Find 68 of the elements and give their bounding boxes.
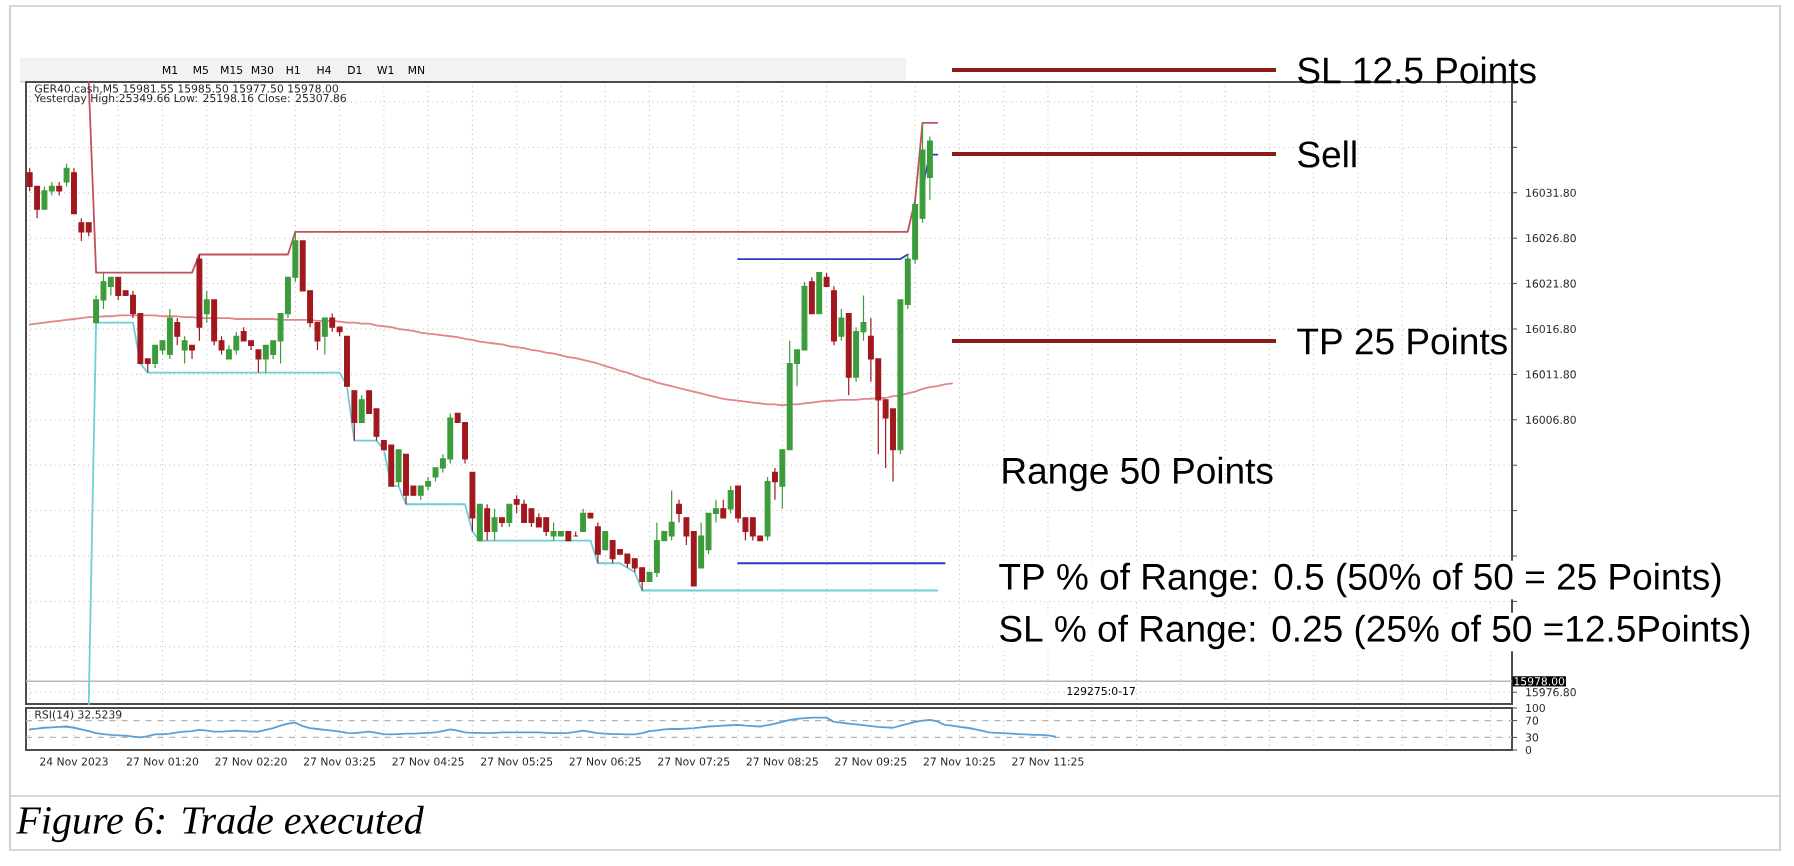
candlestick: [85, 222, 92, 237]
candlestick: [115, 276, 122, 301]
candlestick: [203, 290, 210, 324]
candlestick: [166, 308, 173, 360]
candlestick: [462, 421, 468, 464]
candlestick: [484, 503, 491, 542]
candlestick: [580, 508, 587, 533]
candlestick: [558, 530, 564, 537]
candlestick: [653, 521, 660, 578]
candlestick: [152, 344, 159, 369]
candlestick: [749, 517, 756, 542]
annotation: TP % of Range: 0.5 (50% of 50 = 25 Points): [999, 562, 1721, 598]
candlestick: [698, 521, 705, 569]
candlestick: [771, 467, 778, 501]
candlestick: [196, 253, 203, 342]
candlestick: [720, 499, 727, 519]
candlestick: [521, 499, 528, 523]
candlestick: [63, 163, 70, 188]
candlestick: [668, 490, 675, 542]
candlestick: [506, 503, 513, 528]
candlestick: [41, 185, 48, 210]
candlestick: [764, 476, 771, 542]
candlestick: [609, 539, 616, 564]
candlestick: [189, 344, 195, 360]
candlestick: [447, 412, 454, 464]
candlestick: [491, 508, 498, 542]
candlestick: [56, 181, 63, 197]
candlestick: [528, 508, 535, 528]
candlestick: [594, 521, 601, 564]
candlestick: [624, 553, 631, 569]
text: SL 12.5 Points: [1298, 56, 1536, 84]
candlestick: [816, 272, 823, 315]
candlestick: [845, 312, 852, 396]
candlestick: [78, 217, 85, 242]
candlestick: [395, 449, 402, 487]
candlestick: [543, 517, 550, 537]
candlestick: [329, 312, 336, 333]
candlestick: [587, 512, 594, 519]
candlestick: [181, 335, 188, 365]
candlestick: [403, 453, 409, 505]
candlestick: [469, 471, 476, 533]
candlestick: [838, 308, 845, 342]
candlestick: [321, 317, 328, 356]
text: TP 25 Points: [1297, 327, 1507, 355]
candlestick: [174, 317, 181, 346]
candlestick: [535, 512, 542, 528]
candlestick: [388, 444, 395, 487]
candlestick: [602, 530, 609, 551]
candlestick: [262, 344, 269, 374]
annotation: Range 50 Points: [1003, 456, 1273, 492]
candlestick: [417, 485, 424, 501]
candlestick: [211, 299, 218, 346]
candlestick: [550, 521, 557, 542]
candlestick: [425, 476, 432, 492]
candlestick: [358, 394, 365, 424]
candlestick: [351, 390, 358, 442]
candlestick: [498, 517, 505, 528]
candlestick: [565, 530, 572, 542]
candlestick: [344, 335, 350, 387]
candlestick: [71, 167, 77, 215]
candlestick: [233, 331, 240, 356]
annotation: SL % of Range: 0.25 (25% of 50 =12.5Points): [1000, 614, 1750, 650]
caption: Figure 6: Trade executed: [16, 805, 424, 843]
candlestick: [476, 503, 483, 542]
candlestick: [727, 485, 734, 514]
candlestick: [808, 276, 815, 315]
candlestick: [240, 326, 247, 342]
text: Sell: [1298, 140, 1356, 168]
